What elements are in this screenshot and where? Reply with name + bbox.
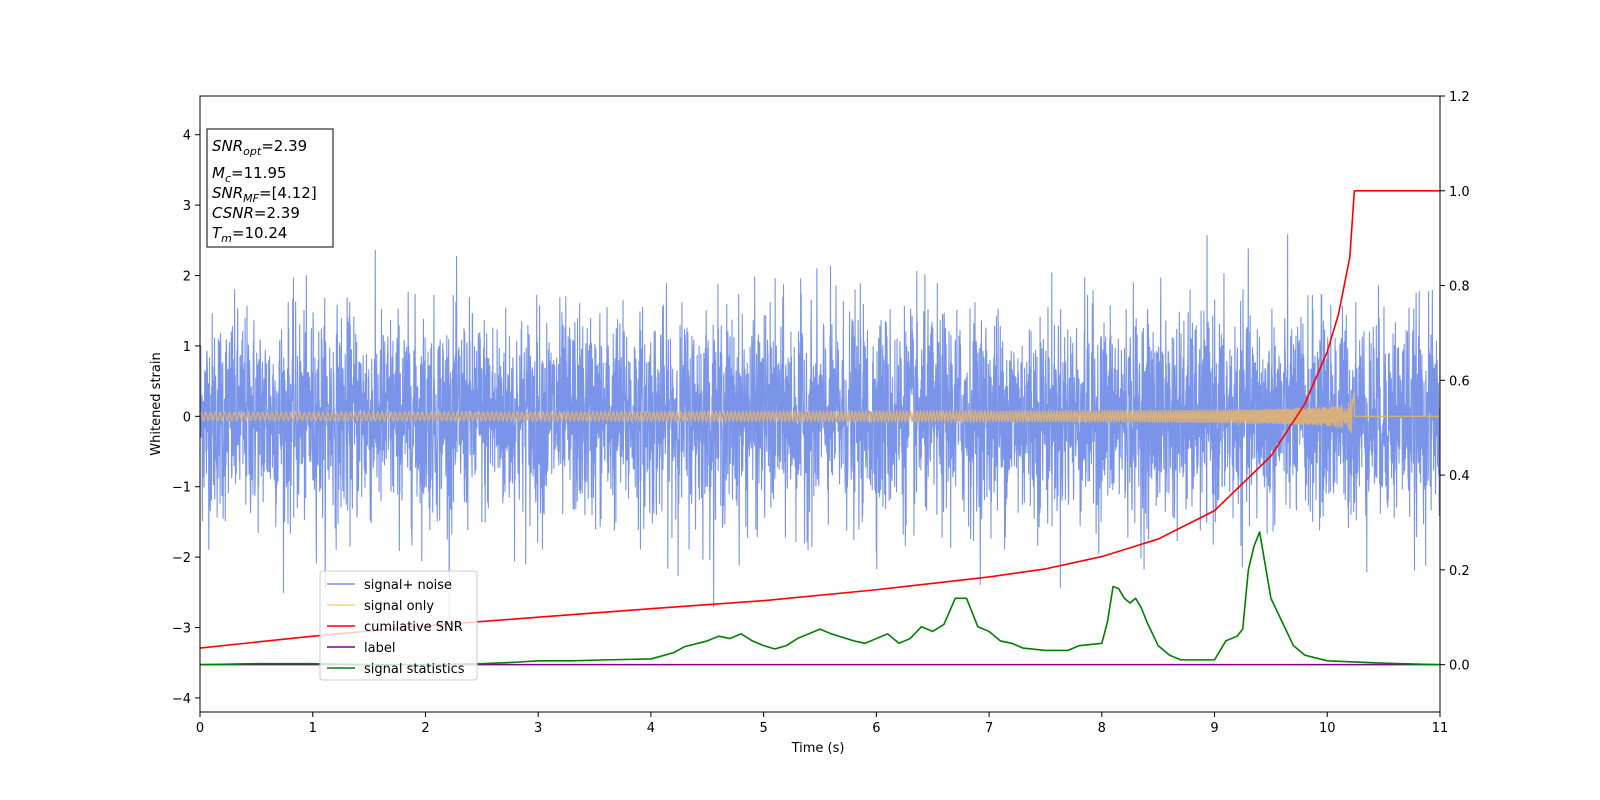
y-left-tick-label: −3: [172, 622, 191, 637]
y-right-tick-label: 1.0: [1449, 185, 1470, 200]
y-right-tick-label: 0.6: [1449, 374, 1470, 389]
x-tick-label: 11: [1432, 721, 1449, 736]
x-axis-label: Time (s): [791, 741, 845, 756]
legend-label-label: label: [364, 641, 395, 656]
y-left-tick-label: 0: [183, 410, 191, 425]
y-left-tick-label: 3: [183, 199, 191, 214]
axes-frame: [199, 95, 1441, 713]
legend-label-signal-statistics: signal statistics: [364, 662, 465, 677]
x-tick-label: 9: [1210, 721, 1218, 736]
y-right-tick-label: 0.8: [1449, 280, 1470, 295]
x-tick-label: 7: [985, 721, 993, 736]
legend-label-signal-only: signal only: [364, 599, 434, 614]
legend-label-signal-noise: signal+ noise: [364, 578, 452, 593]
y-axis-left-ticks: 4 3 2 1 0 −1 −2 −3 −4: [172, 129, 200, 707]
legend-label-cumulative-snr: cumilative SNR: [364, 620, 463, 635]
x-tick-label: 5: [759, 721, 767, 736]
y-left-tick-label: 2: [183, 270, 191, 285]
annotation-box: SNRopt=2.39 Mc=11.95 SNRMF=[4.12] CSNR=2…: [206, 128, 334, 248]
x-tick-label: 0: [196, 721, 204, 736]
y-left-tick-label: −2: [172, 551, 191, 566]
y-axis-label: Whitened strain: [149, 352, 164, 455]
signal-only-series: [200, 392, 1440, 434]
x-tick-label: 3: [534, 721, 542, 736]
series-cumilative-snr-line: [200, 189, 1440, 649]
y-axis-right-ticks: 1.2 1.0 0.8 0.6 0.4 0.2 0.0: [1440, 90, 1470, 674]
annotation-tm: Tm=10.24: [212, 224, 287, 245]
annotation-mc: Mc=11.95: [212, 164, 287, 185]
x-tick-label: 2: [421, 721, 429, 736]
y-right-tick-label: 0.0: [1449, 659, 1470, 674]
annotation-snr-mf: SNRMF=[4.12]: [212, 184, 317, 205]
y-left-tick-label: −4: [172, 692, 191, 707]
x-tick-label: 10: [1319, 721, 1336, 736]
annotation-snr-opt: SNRopt=2.39: [212, 137, 307, 158]
x-axis-ticks: 0 1 2 3 4 5 6 7 8 9 10 11: [196, 712, 1448, 736]
y-left-tick-label: 1: [183, 340, 191, 355]
legend: signal+ noise signal only cumilative SNR…: [319, 570, 478, 681]
annotation-csnr: CSNR=2.39: [212, 204, 300, 222]
x-tick-label: 6: [872, 721, 880, 736]
x-tick-label: 1: [309, 721, 317, 736]
y-left-tick-label: −1: [172, 481, 191, 496]
series-signal-statistics-line: [200, 531, 1440, 666]
y-left-tick-label: 4: [183, 129, 191, 144]
y-right-tick-label: 0.4: [1449, 469, 1470, 484]
x-tick-label: 8: [1098, 721, 1106, 736]
x-tick-label: 4: [647, 721, 655, 736]
y-right-tick-label: 0.2: [1449, 564, 1470, 579]
series-signal-only-line: [200, 392, 1440, 434]
y-right-tick-label: 1.2: [1449, 90, 1470, 105]
